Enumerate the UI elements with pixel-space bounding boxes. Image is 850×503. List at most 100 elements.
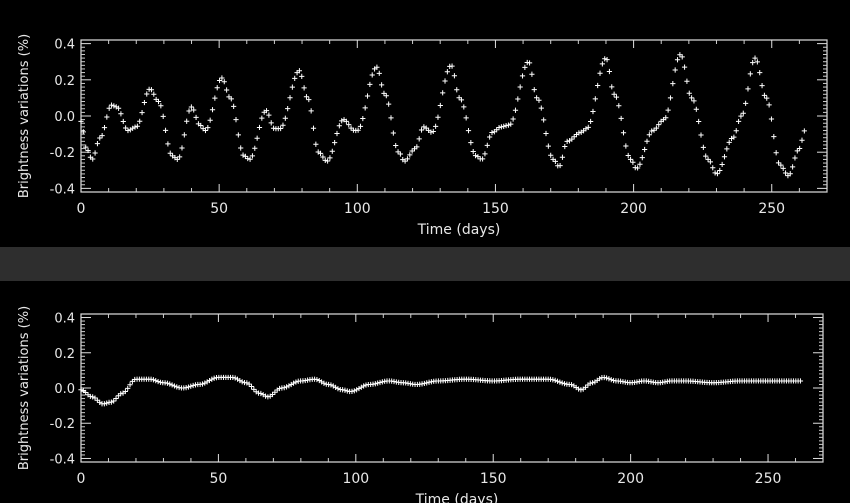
data-point-marker bbox=[576, 130, 582, 136]
data-point-marker bbox=[792, 155, 798, 161]
data-point-marker bbox=[743, 100, 749, 106]
x-tick-label: 0 bbox=[77, 201, 86, 217]
data-point-marker bbox=[238, 145, 244, 151]
data-point-marker bbox=[646, 132, 652, 138]
data-point-marker bbox=[515, 96, 521, 102]
data-point-marker bbox=[618, 115, 624, 122]
data-point-marker bbox=[232, 375, 238, 381]
data-point-marker bbox=[423, 125, 429, 131]
data-point-marker bbox=[794, 148, 800, 154]
data-point-marker bbox=[421, 124, 427, 130]
data-point-marker bbox=[510, 116, 516, 122]
data-point-marker bbox=[679, 54, 685, 60]
data-point-marker bbox=[449, 63, 455, 69]
data-point-marker bbox=[375, 380, 381, 386]
data-point-marker bbox=[637, 161, 643, 167]
data-point-marker bbox=[296, 68, 303, 74]
data-point-marker bbox=[437, 102, 443, 109]
data-point-marker bbox=[214, 85, 220, 91]
data-point-marker bbox=[158, 103, 164, 109]
y-tick-label: -0.2 bbox=[50, 417, 75, 432]
data-point-marker bbox=[104, 400, 110, 406]
data-point-marker bbox=[674, 57, 681, 63]
data-point-marker bbox=[207, 117, 213, 123]
data-point-marker bbox=[139, 109, 145, 116]
data-point-marker bbox=[358, 384, 364, 390]
data-point-marker bbox=[169, 382, 175, 388]
data-point-marker bbox=[148, 87, 155, 93]
data-point-marker bbox=[321, 380, 327, 386]
data-point-marker bbox=[754, 59, 760, 65]
data-point-marker bbox=[463, 115, 469, 121]
data-point-marker bbox=[361, 383, 367, 389]
data-point-marker bbox=[440, 90, 446, 96]
data-point-marker bbox=[118, 391, 124, 397]
data-point-marker bbox=[122, 388, 128, 395]
data-point-marker bbox=[155, 378, 161, 385]
data-point-marker bbox=[589, 380, 596, 386]
data-point-marker bbox=[705, 156, 711, 163]
data-point-marker bbox=[148, 376, 154, 382]
data-point-marker bbox=[602, 56, 608, 62]
data-point-marker bbox=[541, 117, 547, 123]
data-point-marker bbox=[529, 71, 535, 77]
data-point-marker bbox=[534, 95, 540, 101]
data-point-marker bbox=[531, 87, 537, 93]
y-tick-label: 0.0 bbox=[54, 382, 75, 397]
data-point-marker bbox=[487, 134, 493, 140]
data-point-marker bbox=[691, 98, 697, 104]
data-point-marker bbox=[292, 75, 298, 81]
data-point-marker bbox=[317, 150, 324, 156]
data-point-marker bbox=[209, 107, 216, 113]
data-point-marker bbox=[202, 380, 208, 386]
data-point-marker bbox=[670, 81, 676, 87]
data-point-marker bbox=[379, 82, 385, 88]
data-point-marker bbox=[104, 114, 110, 120]
data-point-marker bbox=[374, 64, 380, 70]
data-point-marker bbox=[249, 153, 256, 159]
data-point-marker bbox=[712, 170, 718, 176]
top-brightness-chart: 0 50 100 150 200 250 -0.4 -0.2 0.0 0.2 0.4 Time (da… bbox=[17, 34, 828, 238]
data-point-marker bbox=[283, 384, 290, 390]
data-point-marker bbox=[698, 132, 704, 138]
data-point-marker bbox=[686, 90, 692, 96]
x-tick-label: 200 bbox=[620, 201, 647, 217]
data-point-marker bbox=[263, 108, 270, 114]
y-tick-label: 0.4 bbox=[54, 38, 75, 53]
data-point-marker bbox=[750, 60, 756, 66]
data-point-marker bbox=[262, 393, 269, 399]
data-point-marker bbox=[369, 72, 375, 78]
data-point-marker bbox=[717, 167, 723, 174]
data-point-marker bbox=[278, 125, 284, 132]
data-point-marker bbox=[289, 84, 295, 90]
data-point-marker bbox=[592, 96, 598, 102]
data-point-marker bbox=[349, 388, 355, 394]
data-point-marker bbox=[623, 143, 629, 149]
data-point-marker bbox=[190, 382, 196, 389]
data-point-marker bbox=[151, 91, 157, 97]
data-point-marker bbox=[442, 78, 448, 84]
data-point-marker bbox=[188, 383, 194, 389]
data-point-marker bbox=[90, 394, 96, 400]
data-point-marker bbox=[248, 383, 255, 390]
data-point-marker bbox=[216, 77, 223, 84]
data-point-marker bbox=[611, 91, 617, 97]
data-point-marker bbox=[470, 148, 476, 155]
data-point-marker bbox=[230, 374, 236, 381]
data-point-marker bbox=[343, 118, 349, 124]
data-point-marker bbox=[339, 118, 345, 124]
data-point-marker bbox=[360, 115, 366, 122]
data-point-marker bbox=[733, 128, 739, 134]
data-point-marker bbox=[209, 376, 215, 382]
data-point-marker bbox=[106, 105, 112, 111]
data-point-marker bbox=[211, 375, 217, 381]
data-point-marker bbox=[465, 128, 472, 134]
data-point-marker bbox=[290, 380, 297, 386]
data-point-marker bbox=[780, 165, 786, 171]
data-point-marker bbox=[653, 125, 659, 131]
data-point-marker bbox=[101, 401, 107, 407]
data-point-marker bbox=[313, 141, 319, 147]
bottom-chart-panel: 0 50 100 150 200 250 -0.4 -0.2 0.0 0.2 0.4 Time (da… bbox=[0, 281, 850, 503]
data-point-marker bbox=[630, 159, 636, 165]
data-point-marker bbox=[451, 73, 458, 79]
